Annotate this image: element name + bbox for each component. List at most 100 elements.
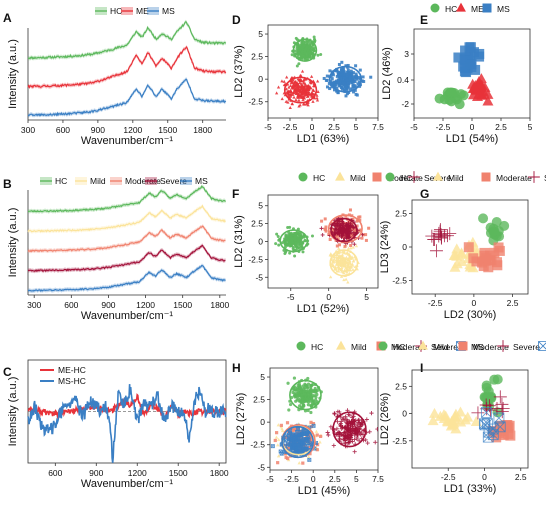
data-point: [348, 208, 352, 212]
y-tick-label: 0: [258, 74, 263, 84]
x-tick-label: 0: [310, 122, 315, 132]
data-point: [351, 414, 356, 419]
x-tick-label: -5: [266, 474, 274, 484]
legend-marker: [408, 171, 420, 183]
series-line: [27, 264, 226, 292]
data-point: [313, 400, 317, 404]
data-point: [336, 227, 341, 232]
data-point: [325, 430, 330, 435]
data-point: [342, 70, 346, 74]
data-point: [335, 244, 339, 248]
data-point: [286, 226, 290, 230]
data-point: [338, 256, 342, 260]
data-point: [352, 437, 357, 442]
data-point: [285, 238, 289, 242]
data-point: [453, 52, 464, 63]
plot-area: [427, 374, 516, 443]
data-point: [476, 79, 488, 90]
data-point: [450, 423, 462, 434]
x-axis-label: Wavenumber/cm⁻¹: [81, 135, 174, 147]
data-point: [302, 102, 306, 106]
y-axis-label: LD2 (27%): [235, 393, 247, 446]
data-point: [338, 254, 342, 258]
data-point: [287, 436, 292, 441]
data-point: [296, 436, 301, 441]
x-tick-label: 300: [21, 125, 35, 135]
data-point: [493, 412, 505, 424]
data-point: [307, 446, 311, 450]
data-point: [292, 393, 297, 398]
data-point: [359, 423, 364, 428]
data-point: [297, 95, 301, 99]
data-point: [292, 90, 296, 94]
data-point: [342, 271, 346, 275]
data-point: [305, 397, 309, 401]
x-tick-label: -2.5: [283, 122, 298, 132]
x-tick-label: 7.5: [372, 474, 384, 484]
legend-label: Moderate: [391, 342, 427, 352]
data-point: [332, 265, 336, 269]
data-point: [342, 418, 347, 424]
axes-frame: [269, 367, 379, 471]
x-tick-label: 0: [471, 298, 476, 308]
data-point: [290, 53, 294, 57]
data-point: [276, 454, 281, 458]
panel-g: G -2.5 0 2.5 -2.5 0 2.5 LD3 (24%) LD2 (30%) HC Mil…: [379, 171, 546, 321]
data-point: [338, 73, 342, 77]
data-point: [352, 255, 357, 259]
data-point: [350, 223, 355, 228]
data-point: [278, 449, 283, 454]
data-point: [306, 382, 311, 386]
legend-item: MS: [538, 341, 546, 351]
data-point: [342, 430, 347, 435]
panel-h: H -5 -2.5 0 2.5 5 7.5 -5 -2.5 0 2.5 5 LD2 (27%) LD1 (…: [232, 340, 484, 497]
legend-label: Severe: [160, 176, 187, 186]
data-point: [294, 82, 299, 86]
data-point: [315, 96, 319, 100]
x-tick-label: 5: [364, 292, 369, 302]
legend-label: MS: [162, 6, 175, 16]
data-point: [487, 423, 499, 435]
data-point: [287, 408, 291, 412]
data-point: [295, 87, 299, 91]
data-point: [337, 430, 343, 435]
data-point: [297, 84, 301, 88]
data-point: [348, 75, 352, 79]
data-point: [361, 75, 365, 79]
data-point: [300, 393, 304, 397]
data-point: [353, 80, 357, 84]
data-point: [328, 87, 332, 91]
data-point: [338, 259, 342, 263]
data-point: [331, 443, 336, 448]
data-point: [302, 92, 306, 96]
data-point: [478, 213, 489, 224]
data-point: [316, 53, 320, 57]
data-point: [300, 445, 305, 450]
data-point: [300, 50, 304, 54]
legend-marker: [528, 171, 540, 183]
legend-marker: [430, 3, 440, 13]
data-point: [314, 429, 319, 433]
plot-area: [425, 213, 510, 273]
data-point: [302, 235, 306, 239]
data-point: [294, 98, 298, 102]
panel-label: F: [232, 187, 239, 201]
y-axis-label: LD2 (46%): [381, 47, 393, 100]
data-point: [354, 228, 358, 232]
x-axis-label: LD1 (54%): [446, 133, 499, 145]
data-point: [454, 99, 465, 110]
series-line: [27, 78, 227, 117]
data-point: [280, 97, 284, 101]
data-point: [429, 244, 443, 258]
data-point: [356, 417, 362, 422]
data-point: [346, 280, 350, 284]
legend-item: Moderate: [458, 341, 509, 352]
y-tick-label: 0: [260, 417, 265, 427]
data-point: [354, 72, 358, 76]
data-point: [282, 79, 286, 83]
series-line: [27, 46, 227, 89]
data-point: [307, 433, 311, 437]
data-point: [346, 264, 350, 268]
y-axis-label: Intensity (a.u.): [7, 208, 19, 278]
data-point: [347, 260, 352, 264]
